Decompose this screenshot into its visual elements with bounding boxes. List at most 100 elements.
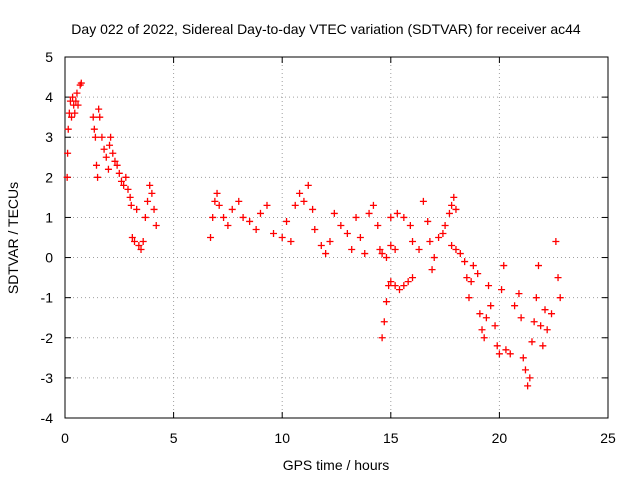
- data-point: [124, 185, 132, 193]
- data-point: [419, 197, 427, 205]
- data-point: [270, 229, 278, 237]
- data-point: [485, 282, 493, 290]
- y-tick-label: -3: [41, 370, 54, 386]
- x-tick-label: 5: [170, 430, 178, 446]
- data-point: [476, 310, 484, 318]
- data-point: [548, 310, 556, 318]
- data-point: [131, 238, 139, 246]
- data-point: [498, 286, 506, 294]
- y-tick-label: 3: [45, 129, 53, 145]
- data-point: [91, 133, 99, 141]
- data-point: [337, 221, 345, 229]
- data-point: [554, 274, 562, 282]
- data-point: [120, 181, 128, 189]
- data-point: [126, 193, 134, 201]
- data-point: [532, 294, 540, 302]
- data-point: [68, 113, 76, 121]
- data-point: [330, 209, 338, 217]
- data-point: [109, 149, 117, 157]
- data-point: [491, 322, 499, 330]
- data-point: [215, 201, 223, 209]
- data-point: [480, 334, 488, 342]
- data-point: [428, 266, 436, 274]
- x-tick-label: 10: [274, 430, 290, 446]
- data-point: [77, 79, 85, 87]
- data-point: [482, 314, 490, 322]
- data-point: [374, 221, 382, 229]
- y-tick-label: 5: [45, 49, 53, 65]
- data-points: [63, 79, 564, 390]
- x-tick-label: 15: [383, 430, 399, 446]
- data-point: [517, 314, 525, 322]
- data-point: [400, 282, 408, 290]
- data-point: [365, 209, 373, 217]
- data-point: [493, 342, 501, 350]
- data-point: [111, 157, 119, 165]
- data-point: [224, 221, 232, 229]
- data-point: [113, 161, 121, 169]
- data-point: [452, 246, 460, 254]
- data-point: [461, 258, 469, 266]
- data-point: [515, 290, 523, 298]
- data-point: [115, 169, 123, 177]
- y-axis-label: SDTVAR / TECUs: [5, 182, 21, 294]
- data-point: [89, 113, 97, 121]
- data-point: [526, 374, 534, 382]
- data-point: [107, 133, 115, 141]
- data-point: [382, 254, 390, 262]
- data-point: [128, 234, 136, 241]
- data-point: [69, 93, 77, 101]
- data-point: [487, 302, 495, 310]
- data-point: [387, 278, 395, 286]
- data-point: [95, 105, 103, 113]
- grid: [65, 57, 608, 418]
- data-point: [415, 246, 423, 254]
- data-point: [409, 238, 417, 246]
- data-point: [63, 173, 71, 181]
- data-point: [500, 262, 508, 270]
- data-point: [209, 213, 217, 221]
- data-point: [441, 221, 449, 229]
- data-point: [317, 242, 325, 250]
- data-point: [541, 306, 549, 314]
- data-point: [382, 298, 390, 306]
- data-point: [380, 318, 388, 326]
- data-point: [519, 354, 527, 362]
- data-point: [391, 282, 399, 290]
- x-axis-label: GPS time / hours: [283, 457, 390, 473]
- data-point: [424, 217, 432, 225]
- data-point: [287, 238, 295, 246]
- data-point: [537, 322, 545, 330]
- data-point: [304, 181, 312, 189]
- data-point: [404, 278, 412, 286]
- data-point: [511, 302, 519, 310]
- data-point: [469, 262, 477, 270]
- data-point: [534, 262, 542, 270]
- data-point: [385, 282, 393, 290]
- data-point: [73, 89, 81, 97]
- data-point: [395, 286, 403, 294]
- y-tick-label: -4: [41, 410, 54, 426]
- data-point: [106, 141, 114, 149]
- data-point: [426, 238, 434, 246]
- data-point: [463, 274, 471, 282]
- data-point: [144, 197, 152, 205]
- data-point: [391, 246, 399, 254]
- data-point: [278, 234, 286, 241]
- data-point: [478, 326, 486, 334]
- y-tick-label: -2: [41, 330, 54, 346]
- data-point: [369, 201, 377, 209]
- data-point: [474, 270, 482, 278]
- data-point: [356, 234, 364, 241]
- data-point: [524, 382, 532, 390]
- data-point: [506, 350, 514, 358]
- data-point: [467, 278, 475, 286]
- data-point: [148, 189, 156, 197]
- data-point: [263, 201, 271, 209]
- data-point: [311, 225, 319, 233]
- data-point: [71, 109, 79, 117]
- data-point: [213, 189, 221, 197]
- data-point: [361, 250, 369, 258]
- data-point: [300, 197, 308, 205]
- data-point: [104, 165, 112, 173]
